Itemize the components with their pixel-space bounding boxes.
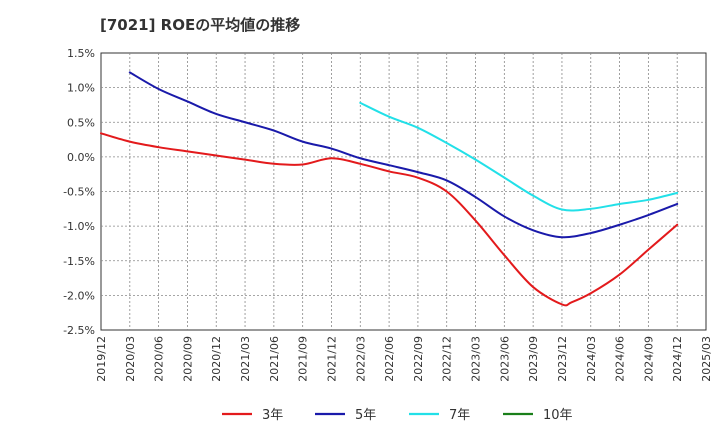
x-tick-label: 2021/06	[268, 336, 281, 382]
x-tick-label: 2023/12	[556, 336, 569, 382]
chart-title: [7021] ROEの平均値の推移	[100, 16, 301, 34]
series-line-1	[128, 71, 679, 239]
x-tick-label: 2022/09	[412, 336, 425, 382]
y-tick-label: -2.5%	[63, 324, 95, 337]
legend-label-1: 5年	[355, 408, 376, 423]
legend-label-2: 7年	[449, 408, 470, 423]
x-tick-label: 2024/12	[671, 336, 684, 382]
x-tick-label: 2023/06	[498, 336, 511, 382]
x-tick-label: 2024/03	[585, 336, 598, 382]
x-tick-label: 2024/06	[614, 336, 627, 382]
x-tick-label: 2021/12	[325, 336, 338, 382]
y-tick-label: 0.5%	[67, 116, 95, 129]
x-tick-label: 2024/09	[642, 336, 655, 382]
y-tick-label: 0.0%	[67, 151, 95, 164]
series-line-0	[100, 132, 679, 307]
x-tick-label: 2023/03	[470, 336, 483, 382]
x-tick-label: 2025/03	[700, 336, 713, 382]
x-tick-label: 2021/09	[297, 336, 310, 382]
legend-label-3: 10年	[543, 408, 573, 423]
y-tick-label: -2.0%	[63, 289, 95, 302]
x-tick-label: 2019/12	[95, 336, 108, 382]
x-tick-label: 2020/06	[153, 336, 166, 382]
plot-area	[100, 52, 707, 331]
x-tick-label: 2023/09	[527, 336, 540, 382]
y-tick-label: -0.5%	[63, 186, 95, 199]
y-tick-label: 1.5%	[67, 47, 95, 60]
x-tick-label: 2020/09	[181, 336, 194, 382]
x-tick-label: 2022/03	[354, 336, 367, 382]
x-tick-label: 2020/03	[124, 336, 137, 382]
x-tick-label: 2021/03	[239, 336, 252, 382]
legend-label-0: 3年	[262, 408, 283, 423]
y-tick-label: 1.0%	[67, 82, 95, 95]
series-line-2	[359, 101, 679, 212]
x-tick-label: 2020/12	[210, 336, 223, 382]
y-tick-label: -1.5%	[63, 255, 95, 268]
y-tick-label: -1.0%	[63, 220, 95, 233]
x-tick-label: 2022/06	[383, 336, 396, 382]
x-tick-label: 2022/12	[441, 336, 454, 382]
